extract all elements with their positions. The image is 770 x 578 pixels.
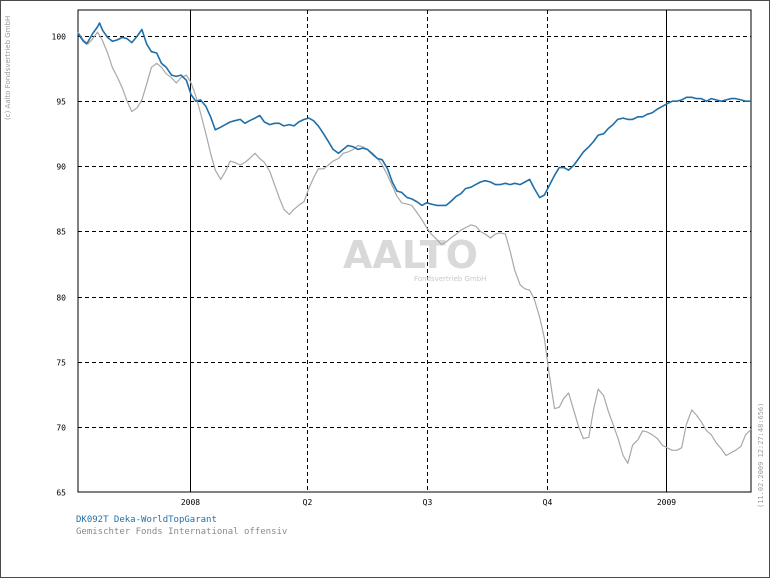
y-tick-label: 95 xyxy=(56,98,66,107)
x-tick-label: Q4 xyxy=(543,498,553,507)
ticks: 65 70 75 80 85 90 95 100 2008 Q2 Q3 Q4 2009 xyxy=(52,33,677,508)
legend: DK092T Deka-WorldTopGarant Gemischter Fo… xyxy=(76,514,287,538)
copyright-text: (c) Aalto Fondsvertrieb GmbH xyxy=(4,16,12,120)
watermark-logo: AALTO xyxy=(343,233,478,277)
watermark-sub: Fondsvertrieb GmbH xyxy=(414,275,486,283)
legend-fund: DK092T Deka-WorldTopGarant xyxy=(76,515,217,525)
x-tick-label: Q3 xyxy=(423,498,433,507)
x-tick-label: Q2 xyxy=(303,498,313,507)
y-tick-label: 85 xyxy=(56,228,66,237)
fund-series-line xyxy=(77,22,751,207)
y-tick-label: 90 xyxy=(56,163,66,172)
y-tick-label: 75 xyxy=(56,359,66,368)
x-tick-label: 2008 xyxy=(181,498,200,507)
plot-border xyxy=(77,9,752,493)
benchmark-series-line xyxy=(77,31,752,464)
timestamp-text: (11.02.2009 12:27:48:656) xyxy=(757,403,765,508)
legend-benchmark: Gemischter Fonds International offensiv xyxy=(76,527,288,537)
watermark: AALTO Fondsvertrieb GmbH xyxy=(343,233,486,283)
y-tick-label: 80 xyxy=(56,294,66,303)
y-tick-label: 70 xyxy=(56,424,66,433)
y-tick-label: 100 xyxy=(52,33,67,42)
x-tick-label: 2009 xyxy=(657,498,676,507)
y-tick-label: 65 xyxy=(56,489,66,498)
grid xyxy=(77,9,752,493)
series xyxy=(77,22,752,464)
